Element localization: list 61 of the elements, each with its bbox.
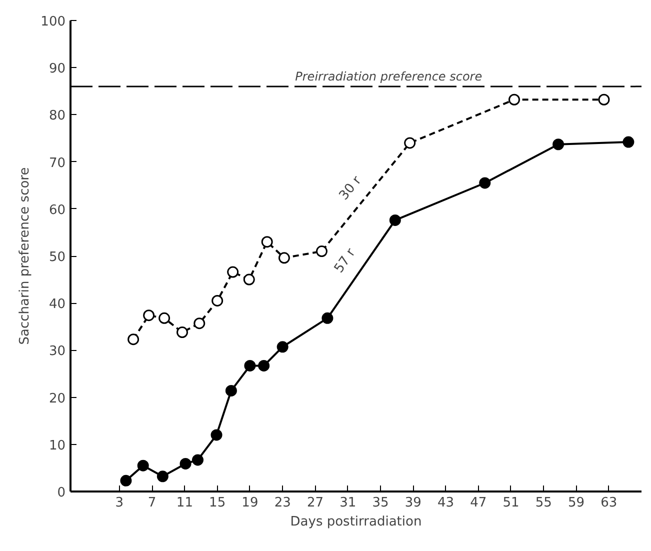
point [194, 318, 206, 330]
point [192, 454, 204, 466]
y-tick-label: 40 [48, 297, 66, 312]
y-tick-label: 100 [40, 14, 66, 30]
point [258, 360, 270, 372]
y-tick-label: 90 [48, 62, 66, 77]
y-tick-label: 20 [48, 391, 66, 406]
point [158, 312, 170, 324]
x-tick-label: 47 [470, 496, 487, 510]
point [128, 334, 140, 346]
point [622, 136, 634, 148]
point [479, 177, 491, 189]
x-tick-label: 31 [340, 496, 356, 510]
point [389, 214, 401, 226]
x-tick-label: 59 [568, 496, 585, 510]
point [225, 384, 237, 396]
point [278, 252, 290, 264]
x-tick-label: 11 [176, 496, 193, 510]
y-tick-label: 50 [48, 250, 66, 265]
x-tick-label: 3 [115, 496, 124, 510]
x-tick-label: 43 [437, 496, 454, 510]
x-tick-label: 35 [372, 496, 389, 510]
x-tick-label: 15 [209, 496, 226, 510]
y-tick-label: 80 [48, 108, 66, 124]
x-tick-label: 27 [306, 496, 324, 510]
point [137, 460, 149, 472]
point [598, 94, 610, 106]
y-tick-label: 60 [48, 202, 66, 218]
point [508, 94, 520, 106]
x-axis-title: Days postirradiation [290, 514, 422, 530]
y-tick-label: 30 [48, 344, 66, 360]
y-tick-label: 0 [57, 486, 66, 500]
ref-line-label: Preirradiation preference score [295, 69, 482, 84]
point [261, 236, 273, 248]
point [180, 458, 192, 470]
text: 30 r [336, 173, 366, 204]
x-tick-label: 63 [600, 496, 618, 510]
text: 57 r [332, 245, 360, 276]
x-tick-label: 7 [148, 496, 156, 510]
point [120, 474, 132, 486]
point [404, 137, 416, 149]
y-axis-title: Saccharin preference score [18, 167, 33, 345]
x-tick-label: 23 [274, 496, 291, 510]
point [276, 341, 288, 353]
x-tick-label: 55 [535, 496, 552, 510]
x-tick-label: 19 [242, 496, 258, 510]
point [143, 310, 155, 322]
y-tick-label: 10 [48, 438, 66, 454]
point [322, 312, 334, 324]
point [212, 295, 224, 306]
point [210, 429, 222, 441]
point [176, 326, 188, 338]
point [244, 360, 256, 372]
point [227, 266, 239, 278]
x-tick-label: 39 [404, 496, 422, 510]
point [316, 246, 328, 258]
point [552, 138, 564, 150]
y-tick-label: 70 [48, 156, 66, 171]
point [156, 470, 168, 482]
x-tick-label: 51 [502, 496, 520, 510]
point [243, 274, 255, 286]
